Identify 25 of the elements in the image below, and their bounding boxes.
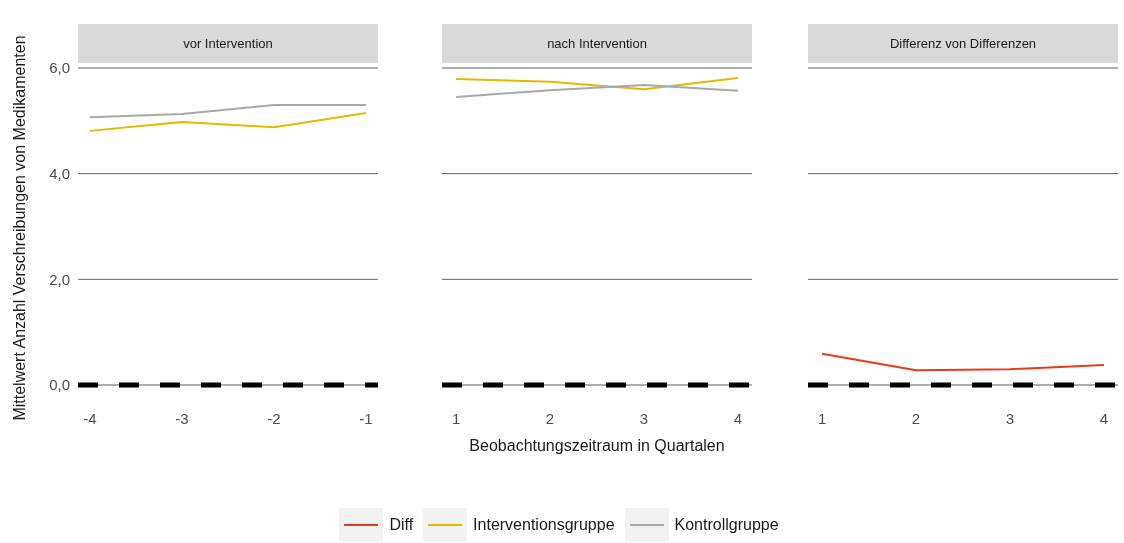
y-axis-title: Mittelwert Anzahl Verschreibungen von Medikamenten (11, 35, 29, 421)
legend-label: Interventionsgruppe (473, 516, 615, 534)
y-tick-label: 0,0 (49, 376, 70, 394)
chart-title: vor Intervention (78, 24, 378, 63)
x-tick-label: -4 (83, 409, 97, 427)
x-tick-label: 3 (639, 409, 649, 427)
x-tick-label: 2 (911, 409, 921, 427)
x-tick-label: -3 (175, 409, 189, 427)
chart-title: nach Intervention (442, 24, 752, 63)
line-series (88, 111, 368, 132)
y-tick-label: 4,0 (49, 164, 70, 182)
x-tick-label: 3 (1005, 409, 1015, 427)
x-tick-label: 4 (1099, 409, 1109, 427)
x-tick-label: -1 (359, 409, 373, 427)
legend-label: Kontrollgruppe (674, 516, 779, 534)
x-tick-label: 1 (817, 409, 827, 427)
x-tick-label: 1 (451, 409, 461, 427)
x-axis-title: Beobachtungszeitraum in Quartalen (468, 437, 726, 455)
x-tick-label: 4 (733, 409, 743, 427)
y-tick-label: 2,0 (49, 270, 70, 288)
chart-title: Differenz von Differenzen (808, 24, 1118, 63)
legend-label: Diff (389, 516, 414, 534)
x-tick-label: 2 (545, 409, 555, 427)
y-tick-label: 6,0 (49, 59, 70, 77)
x-tick-label: -2 (267, 409, 281, 427)
